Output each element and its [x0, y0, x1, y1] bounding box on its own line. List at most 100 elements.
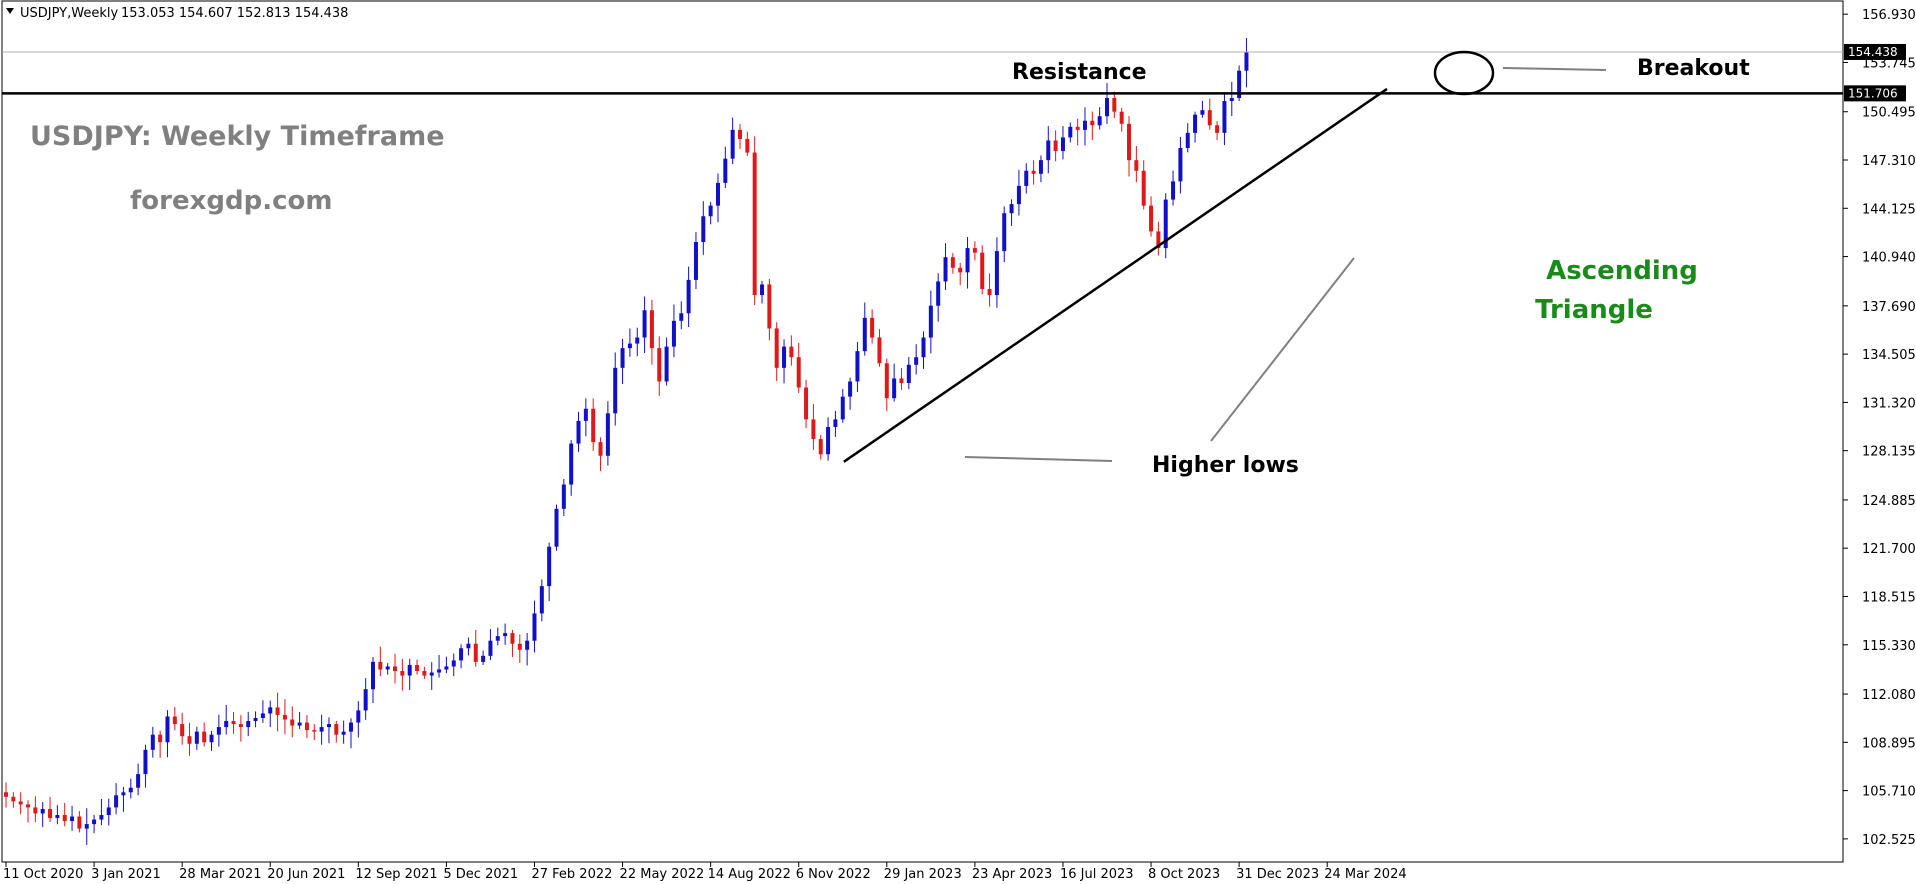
- candle: [870, 309, 875, 344]
- candle: [833, 410, 838, 437]
- candle: [260, 700, 265, 723]
- candle: [415, 659, 420, 675]
- candle: [774, 322, 779, 381]
- candle-body: [693, 242, 698, 280]
- candle-body: [371, 661, 375, 690]
- candle-body: [202, 731, 207, 743]
- candle-body: [4, 792, 8, 797]
- candle: [671, 304, 676, 358]
- candle-body: [730, 129, 735, 159]
- candle-body: [495, 636, 500, 641]
- candle: [231, 712, 236, 734]
- y-tick-label: 147.310: [1862, 154, 1916, 169]
- candle: [114, 783, 119, 815]
- y-tick-label: 144.125: [1862, 202, 1916, 217]
- candle: [172, 707, 177, 731]
- candle-body: [114, 795, 119, 808]
- candle-body: [774, 328, 779, 368]
- candle: [899, 368, 904, 390]
- candle: [481, 650, 486, 665]
- candle: [1038, 155, 1043, 183]
- candle-body: [649, 310, 654, 349]
- candle: [767, 278, 772, 341]
- candle-body: [818, 439, 823, 455]
- candle-body: [451, 660, 456, 667]
- candle: [950, 252, 955, 274]
- candle-body: [994, 251, 999, 296]
- x-tick-label: 11 Oct 2020: [3, 867, 83, 882]
- candle-body: [1097, 116, 1102, 126]
- candle-body: [231, 721, 236, 725]
- price-axis: 156.930 153.745 150.495 147.310 144.125 140.9…: [1843, 8, 1916, 848]
- y-tick-label: 105.710: [1862, 785, 1916, 800]
- y-tick-label: 115.330: [1862, 639, 1916, 654]
- y-tick-label: 140.940: [1862, 251, 1916, 266]
- candle-body: [1024, 170, 1029, 186]
- higher-lows-pointer-2: [1210, 257, 1355, 442]
- candle-body: [561, 484, 566, 509]
- candle: [1193, 111, 1198, 143]
- candle: [55, 805, 60, 825]
- candle-body: [55, 815, 60, 819]
- candle-body: [862, 317, 867, 352]
- header-ohlc: 153.053 154.607 152.813 154.438: [121, 6, 348, 21]
- candle-body: [84, 824, 89, 829]
- candle: [708, 201, 713, 225]
- candle-body: [884, 363, 889, 399]
- candle: [1156, 221, 1161, 256]
- candle: [1127, 116, 1132, 177]
- candle-body: [1141, 170, 1146, 206]
- candle-body: [686, 279, 691, 314]
- candle-body: [143, 749, 148, 775]
- candle: [187, 722, 192, 756]
- candle-body: [1171, 181, 1176, 200]
- candle-body: [708, 205, 713, 217]
- candle-body: [92, 819, 97, 825]
- candle: [627, 328, 632, 357]
- candle-body: [268, 707, 273, 714]
- candle-body: [40, 808, 45, 814]
- candle-body: [444, 666, 449, 670]
- candle: [40, 802, 45, 828]
- x-tick-label: 12 Sep 2021: [355, 867, 437, 882]
- candle: [92, 814, 97, 834]
- website-annotation: forexgdp.com: [130, 186, 332, 216]
- candle: [796, 342, 801, 394]
- current-price-label: 154.438: [1848, 45, 1898, 59]
- candle-body: [415, 664, 420, 672]
- candle: [679, 301, 684, 330]
- candle-body: [576, 420, 581, 444]
- candle-body: [312, 730, 317, 732]
- x-tick-label: 20 Jun 2021: [267, 867, 345, 882]
- candle-body: [936, 281, 941, 306]
- candle-body: [906, 364, 911, 383]
- candle-body: [569, 443, 574, 485]
- candle-body: [657, 348, 662, 382]
- candle-body: [789, 346, 794, 358]
- candle-body: [745, 138, 750, 153]
- candle-body: [928, 305, 933, 338]
- candle-body: [892, 378, 897, 399]
- candle-body: [297, 722, 302, 726]
- candle: [165, 710, 170, 758]
- chart-frame: [1, 0, 1844, 863]
- candle-body: [48, 808, 53, 819]
- header-triangle-icon[interactable]: [6, 8, 14, 14]
- candle: [106, 798, 111, 826]
- candle: [1009, 199, 1014, 226]
- candle-body: [1009, 204, 1014, 214]
- candle: [451, 653, 456, 677]
- candle: [1185, 123, 1190, 153]
- candle-body: [194, 731, 199, 744]
- candle-body: [760, 284, 765, 296]
- candle: [804, 379, 809, 429]
- candle-body: [921, 337, 926, 358]
- candle: [304, 715, 309, 739]
- candle: [224, 704, 229, 735]
- candle-body: [1237, 70, 1242, 99]
- candle: [1149, 196, 1154, 237]
- candle-body: [642, 310, 647, 338]
- candle-body: [1178, 148, 1183, 182]
- candle-body: [1156, 231, 1161, 249]
